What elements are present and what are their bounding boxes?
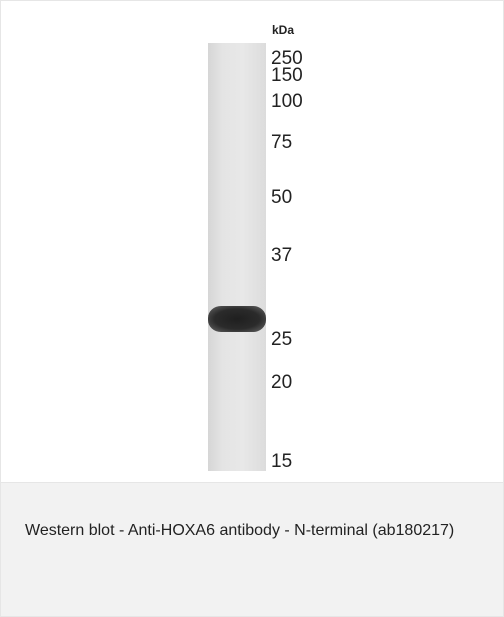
- marker-label: 37: [271, 246, 292, 265]
- caption-text: Western blot - Anti-HOXA6 antibody - N-t…: [25, 508, 465, 554]
- blot-lane: [208, 43, 266, 471]
- page: kDa 250 150 100 75 50 37 25 20 15 Wester…: [0, 0, 504, 617]
- unit-label: kDa: [272, 23, 294, 37]
- marker-label: 50: [271, 188, 292, 207]
- caption-box: Western blot - Anti-HOXA6 antibody - N-t…: [1, 483, 503, 616]
- western-blot-figure: kDa 250 150 100 75 50 37 25 20 15: [1, 1, 503, 483]
- marker-label: 100: [271, 92, 303, 111]
- marker-label: 25: [271, 330, 292, 349]
- marker-label: 15: [271, 452, 292, 471]
- marker-label: 150: [271, 66, 303, 85]
- marker-label: 20: [271, 373, 292, 392]
- blot-band: [208, 306, 266, 332]
- marker-label: 75: [271, 133, 292, 152]
